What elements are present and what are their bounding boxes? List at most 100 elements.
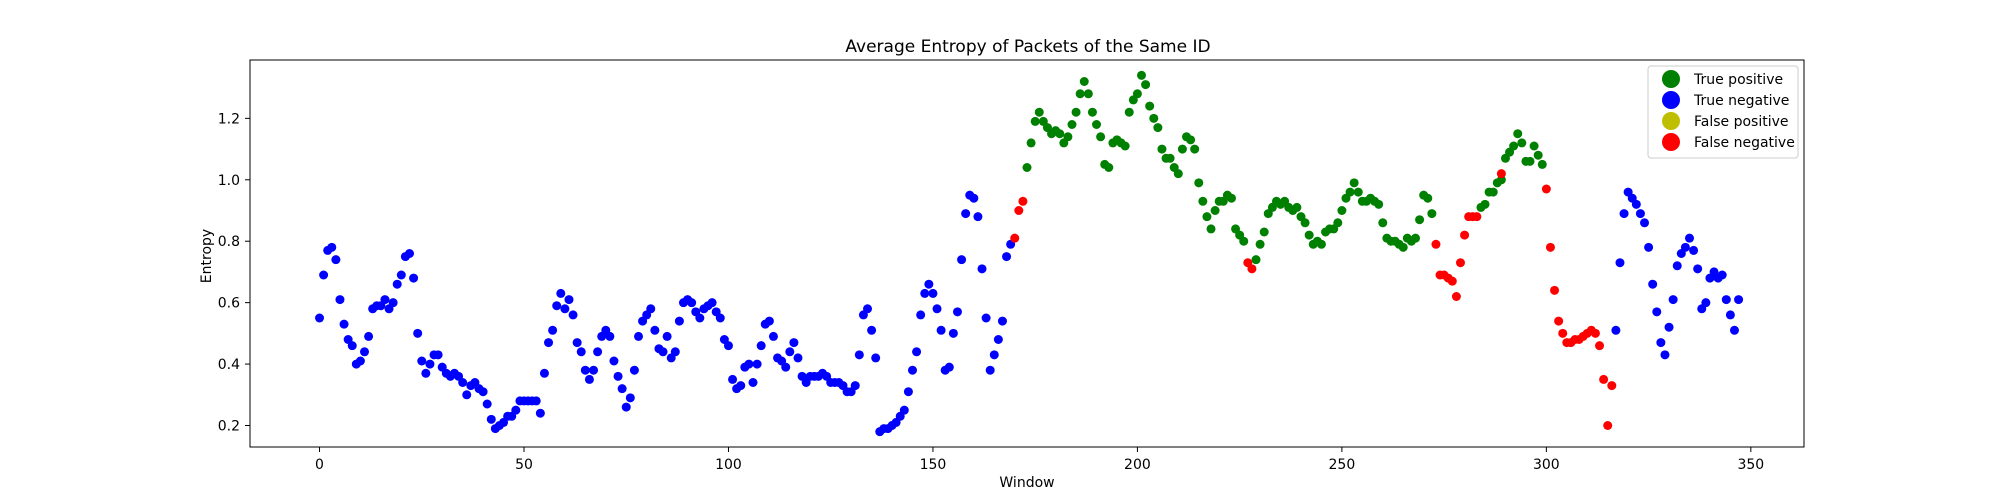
data-point-false-negative <box>1472 212 1482 222</box>
data-point-true-positive <box>1353 187 1363 197</box>
y-axis-label: Entropy <box>199 229 215 283</box>
data-point-true-negative <box>957 255 967 265</box>
data-point-true-negative <box>605 331 615 341</box>
legend-label-false-positive: False positive <box>1694 114 1789 130</box>
data-point-false-negative <box>1599 374 1609 384</box>
data-point-true-negative <box>952 307 962 317</box>
data-point-true-positive <box>1194 178 1204 188</box>
data-point-true-positive <box>1411 233 1420 243</box>
data-point-true-negative <box>531 396 541 406</box>
data-point-true-negative <box>629 365 639 375</box>
data-point-true-negative <box>1652 307 1662 317</box>
y-tick-label: 0.8 <box>218 234 240 250</box>
data-point-true-negative <box>981 313 991 323</box>
data-point-false-negative <box>1590 328 1600 338</box>
data-point-true-negative <box>969 193 979 203</box>
data-point-true-negative <box>625 393 635 403</box>
data-point-true-negative <box>907 365 917 375</box>
data-point-true-negative <box>462 390 472 400</box>
data-point-true-negative <box>634 331 643 341</box>
data-point-true-positive <box>1198 196 1208 206</box>
data-point-false-negative <box>1247 264 1257 274</box>
data-point-true-negative <box>1734 295 1744 305</box>
data-point-true-positive <box>1517 138 1527 148</box>
data-point-true-positive <box>1030 116 1040 126</box>
data-point-true-positive <box>1226 193 1236 203</box>
data-point-true-positive <box>1141 80 1151 90</box>
y-tick-label: 1.0 <box>218 173 240 189</box>
data-point-true-negative <box>789 338 799 348</box>
data-point-true-positive <box>1259 227 1269 237</box>
data-point-false-negative <box>1607 381 1617 391</box>
data-point-true-negative <box>850 381 860 391</box>
legend-label-true-negative: True negative <box>1693 93 1789 109</box>
data-point-true-negative <box>1660 350 1670 360</box>
data-point-true-negative <box>1656 338 1666 348</box>
data-point-true-negative <box>1668 295 1678 305</box>
data-point-true-negative <box>1635 209 1645 219</box>
data-point-true-negative <box>785 347 795 357</box>
data-point-true-negative <box>736 381 746 391</box>
x-tick-label: 250 <box>1329 457 1356 473</box>
data-point-true-positive <box>1067 120 1077 129</box>
data-point-true-positive <box>1104 163 1114 172</box>
data-point-true-negative <box>687 298 697 308</box>
data-point-true-negative <box>544 338 554 348</box>
data-point-true-negative <box>539 368 549 378</box>
data-point-true-positive <box>1092 120 1102 129</box>
data-point-true-positive <box>1210 206 1220 215</box>
data-point-true-negative <box>458 378 468 387</box>
data-point-true-negative <box>1689 245 1699 255</box>
data-point-true-positive <box>1157 144 1167 154</box>
data-point-true-negative <box>584 374 594 384</box>
data-point-true-positive <box>1488 187 1498 197</box>
data-point-true-positive <box>1149 113 1159 123</box>
data-point-true-negative <box>433 350 443 360</box>
data-point-true-negative <box>1693 264 1703 274</box>
data-point-true-positive <box>1427 209 1437 219</box>
data-point-true-positive <box>1153 123 1163 133</box>
data-point-true-negative <box>1648 279 1658 289</box>
data-point-false-negative <box>1603 421 1613 430</box>
data-point-true-positive <box>1026 138 1036 148</box>
data-point-true-negative <box>413 328 423 338</box>
data-point-true-positive <box>1529 141 1539 151</box>
data-point-true-negative <box>924 279 934 289</box>
data-point-true-positive <box>1173 169 1183 179</box>
data-point-true-negative <box>1729 325 1739 335</box>
data-point-false-negative <box>1496 169 1506 179</box>
data-point-true-negative <box>421 368 431 378</box>
data-point-false-negative <box>1455 258 1465 268</box>
x-tick-label: 150 <box>920 457 947 473</box>
data-point-true-positive <box>1083 89 1093 99</box>
data-point-true-positive <box>1337 206 1347 215</box>
data-point-true-negative <box>568 310 578 320</box>
series-false-negative <box>1010 169 1617 430</box>
data-point-true-negative <box>392 279 402 289</box>
y-tick-label: 0.4 <box>218 357 240 373</box>
data-point-true-positive <box>1063 132 1073 142</box>
data-point-true-positive <box>1480 199 1490 209</box>
data-point-true-positive <box>1177 144 1187 154</box>
data-point-true-negative <box>482 399 492 409</box>
data-point-true-negative <box>1725 310 1735 320</box>
data-point-true-negative <box>564 295 574 305</box>
data-point-true-positive <box>1300 218 1310 228</box>
data-point-true-negative <box>1002 252 1012 262</box>
data-point-true-positive <box>1513 129 1523 139</box>
data-point-true-negative <box>355 356 365 366</box>
data-point-true-positive <box>1398 242 1408 252</box>
data-point-false-negative <box>1431 239 1441 249</box>
data-point-true-positive <box>1022 163 1032 172</box>
data-point-true-negative <box>404 249 414 258</box>
data-point-true-positive <box>1186 135 1196 145</box>
data-point-true-negative <box>589 365 599 375</box>
data-point-true-negative <box>478 387 488 397</box>
data-point-true-negative <box>662 331 672 341</box>
data-point-true-negative <box>748 378 758 387</box>
data-point-true-negative <box>409 273 419 283</box>
data-point-true-positive <box>1034 107 1044 117</box>
data-point-true-negative <box>417 356 427 366</box>
data-point-true-negative <box>752 359 762 369</box>
